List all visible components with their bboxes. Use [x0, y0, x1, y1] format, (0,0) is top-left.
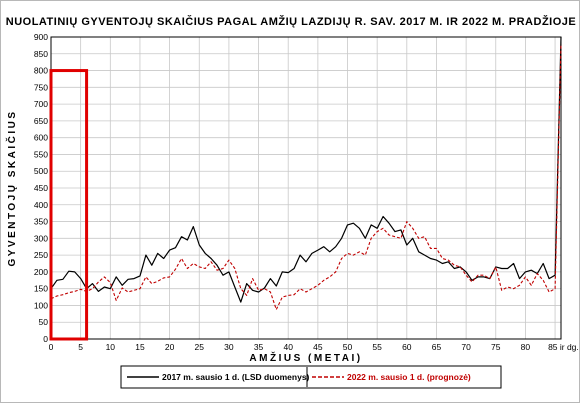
y-tick-label: 650 — [34, 116, 48, 126]
chart-title: NUOLATINIŲ GYVENTOJŲ SKAIČIUS PAGAL AMŽI… — [6, 15, 576, 28]
series-lines — [50, 36, 562, 311]
y-tick-label: 900 — [34, 32, 48, 42]
y-tick-label: 400 — [34, 200, 48, 210]
series-line-0 — [50, 36, 562, 303]
x-tick-label: 55 — [372, 342, 382, 352]
y-tick-label: 550 — [34, 149, 48, 159]
x-tick-label: 65 — [432, 342, 442, 352]
y-tick-label: 450 — [34, 183, 48, 193]
x-tick-label: 85 ir dg. — [548, 342, 579, 352]
y-tick-label: 750 — [34, 82, 48, 92]
y-tick-label: 350 — [34, 217, 48, 227]
y-tick-label: 800 — [34, 66, 48, 76]
y-tick-label: 700 — [34, 99, 48, 109]
x-tick-label: 80 — [521, 342, 531, 352]
x-tick-label: 30 — [224, 342, 234, 352]
highlight-box — [49, 69, 89, 341]
legend: 2017 m. sausio 1 d. (LSD duomenys) 2022 … — [120, 365, 502, 389]
legend-label-2022: 2022 m. sausio 1 d. (prognozė) — [347, 372, 471, 382]
x-tick-label: 10 — [106, 342, 116, 352]
y-tick-label: 850 — [34, 49, 48, 59]
y-tick-label: 200 — [34, 267, 48, 277]
x-tick-label: 5 — [78, 342, 83, 352]
x-tick-label: 70 — [461, 342, 471, 352]
x-tick-label: 40 — [283, 342, 293, 352]
y-axis-label: GYVENTOJŲ SKAIČIUS — [5, 109, 18, 266]
x-tick-label: 60 — [402, 342, 412, 352]
x-tick-label: 75 — [491, 342, 501, 352]
grid — [50, 36, 561, 340]
x-axis-label: AMŽIUS (METAI) — [249, 351, 362, 364]
x-tick-label: 50 — [343, 342, 353, 352]
legend-box — [120, 365, 502, 389]
x-tick-label: 45 — [313, 342, 323, 352]
x-tick-label: 25 — [195, 342, 205, 352]
x-tick-label: 20 — [165, 342, 175, 352]
y-tick-labels: 0 50 100 150 200 250 300 350 400 450 500 550 600 650 7… — [34, 32, 48, 344]
y-tick-label: 150 — [34, 284, 48, 294]
y-tick-label: 300 — [34, 233, 48, 243]
series-line-1 — [50, 43, 562, 311]
y-tick-label: 600 — [34, 133, 48, 143]
y-tick-label: 50 — [39, 317, 49, 327]
x-tick-label: 15 — [135, 342, 145, 352]
x-tick-labels: 0 5 10 15 20 25 30 35 40 45 50 55 60 65 70 75 80 85 ir dg… — [49, 342, 579, 352]
y-tick-label: 0 — [43, 334, 48, 344]
x-tick-label: 0 — [49, 342, 54, 352]
x-tick-label: 35 — [254, 342, 264, 352]
y-tick-label: 500 — [34, 166, 48, 176]
legend-label-2017: 2017 m. sausio 1 d. (LSD duomenys) — [162, 372, 310, 382]
y-tick-label: 100 — [34, 300, 48, 310]
y-tick-label: 250 — [34, 250, 48, 260]
